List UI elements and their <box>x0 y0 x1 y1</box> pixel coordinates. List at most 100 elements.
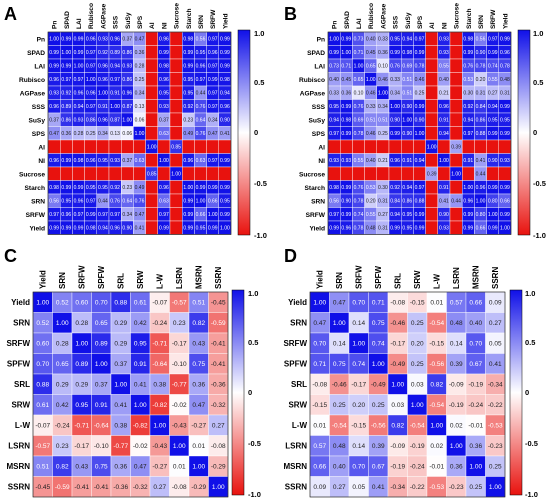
heatmap-d-value-label: 0.39 <box>450 361 463 368</box>
heatmap-a-cell <box>194 139 207 154</box>
heatmap-d-value-label: 0.74 <box>372 341 385 348</box>
heatmap-b-value-label: 0.69 <box>354 118 364 124</box>
heatmap-a-value-label: 0.28 <box>74 131 84 137</box>
heatmap-a-value-label: 0.96 <box>220 104 230 110</box>
heatmap-d-col-label: SRW <box>413 270 422 289</box>
heatmap-a-cell <box>169 193 183 208</box>
heatmap-a-value-label: 0.47 <box>208 131 218 137</box>
heatmap-a-value-label: 0.95 <box>183 91 193 97</box>
heatmap-b-value-label: 0.56 <box>476 37 486 43</box>
heatmap-a-cell <box>84 139 97 154</box>
heatmap-a-value-label: 0.36 <box>61 131 71 137</box>
heatmap-d-col-label: Yield <box>315 270 324 289</box>
heatmap-c-value-label: 0.37 <box>114 361 127 368</box>
heatmap-a-cell <box>145 72 159 87</box>
heatmap-b-row-label: SRFW <box>306 212 326 219</box>
heatmap-d-value-label: 0.71 <box>313 361 326 368</box>
heatmap-a-value-label: 0.99 <box>183 226 193 232</box>
heatmap-b-cell <box>437 166 451 181</box>
heatmap-a-cell <box>96 139 110 154</box>
heatmap-b-value-label: 0.97 <box>415 37 425 43</box>
heatmap-d-value-label: -0.54 <box>332 423 347 430</box>
heatmap-b-cell <box>449 153 463 168</box>
heatmap-d-row-label: SPFW <box>284 359 308 368</box>
heatmap-b-value-label: 0.94 <box>415 158 425 164</box>
heatmap-c-value-label: -0.36 <box>113 484 128 491</box>
heatmap-c-value-label: -0.82 <box>152 402 167 409</box>
heatmap-d-value-label: 0.05 <box>352 484 365 491</box>
heatmap-a-cell <box>169 45 183 60</box>
heatmap-a-value-label: 0.97 <box>74 212 84 218</box>
heatmap-d-value-label: 1.00 <box>430 423 443 430</box>
heatmap-c-value-label: 1.00 <box>153 423 166 430</box>
heatmap-b-value-label: 0.45 <box>341 77 351 83</box>
heatmap-a-value-label: 0.99 <box>183 199 193 205</box>
heatmap-a-row-label: Sucrose <box>19 171 45 178</box>
heatmap-a-value-label: 0.87 <box>110 118 120 124</box>
heatmap-d-value-label: -0.17 <box>390 341 405 348</box>
heatmap-c-value-label: 0.27 <box>212 423 225 430</box>
heatmap-b-value-label: 0.99 <box>390 226 400 232</box>
heatmap-b-value-label: 0.55 <box>488 77 498 83</box>
heatmap-b-col-label: AI <box>429 22 436 29</box>
heatmap-panel-d: 1.00 0.47 0.70 0.71 -0.08 -0.15 0.01 0.57 0.66 0.… <box>283 265 506 498</box>
heatmap-b-value-label: 0.25 <box>378 131 388 137</box>
heatmap-panel-b: 1.00 0.99 0.73 0.40 0.33 0.95 0.94 0.97 0.93 0.98… <box>299 3 512 235</box>
heatmap-a-value-label: 0.23 <box>122 185 132 191</box>
heatmap-b-row-label: Sucrose <box>299 171 325 178</box>
heatmap-a-value-label: 0.99 <box>159 226 169 232</box>
heatmap-a-value-label: 0.64 <box>122 199 132 205</box>
heatmap-d-value-label: -0.54 <box>429 402 444 409</box>
heatmap-b-col-label: SRFW <box>490 9 497 29</box>
heatmap-b-value-label: 0.93 <box>329 158 339 164</box>
heatmap-a-value-label: 0.96 <box>196 64 206 70</box>
heatmap-b-col-label: Pn <box>332 21 339 29</box>
heatmap-b-value-label: 0.84 <box>390 199 400 205</box>
heatmap-b-row-label: Rubisco <box>299 77 325 84</box>
heatmap-d-value-label: -0.15 <box>410 300 425 307</box>
heatmap-a-value-label: 0.99 <box>183 64 193 70</box>
heatmap-b-value-label: 0.76 <box>354 104 364 110</box>
heatmap-b-value-label: 0.99 <box>341 212 351 218</box>
heatmap-c-value-label: 0.75 <box>192 361 205 368</box>
heatmap-a-value-label: 0.99 <box>74 226 84 232</box>
heatmap-b-cell <box>425 85 439 100</box>
heatmap-a-value-label: 0.76 <box>196 131 206 137</box>
heatmap-d-value-label: 0.20 <box>411 341 424 348</box>
heatmap-b-value-label: 0.55 <box>439 64 449 70</box>
heatmap-b-value-label: 0.99 <box>415 104 425 110</box>
heatmap-d-value-label: 0.01 <box>430 300 443 307</box>
heatmap-a-value-label: 0.13 <box>110 131 120 137</box>
heatmap-c-value-label: 0.29 <box>75 382 88 389</box>
heatmap-c-value-label: -0.59 <box>211 320 226 327</box>
heatmap-b-frame <box>327 31 512 235</box>
heatmap-c-value-label: 0.42 <box>56 402 69 409</box>
heatmap-a-value-label: 0.97 <box>196 77 206 83</box>
heatmap-b-value-label: 0.76 <box>463 64 473 70</box>
colorbar-d-tick-4: -0.5 <box>525 439 538 448</box>
heatmap-b-value-label: 0.41 <box>476 158 486 164</box>
heatmap-d-value-label: -0.19 <box>410 443 425 450</box>
heatmap-a-col-label: Yield <box>222 13 229 29</box>
heatmap-a-cell <box>72 139 85 154</box>
heatmap-d-value-label: -0.15 <box>312 402 327 409</box>
heatmap-a-row-label: LAI <box>34 63 45 70</box>
heatmap-a-value-label: 0.96 <box>98 118 108 124</box>
heatmap-a-value-label: 0.97 <box>86 50 96 56</box>
heatmap-c-value-label: -0.17 <box>74 443 89 450</box>
heatmap-d-row-label: SRN <box>290 318 307 327</box>
heatmap-a-cell <box>169 58 183 73</box>
panel-label-b: B <box>284 4 297 24</box>
heatmap-b-cell <box>401 166 414 181</box>
heatmap-b-value-label: 0.98 <box>463 37 473 43</box>
heatmap-a-cell <box>145 45 159 60</box>
heatmap-b-value-label: 0.10 <box>354 91 364 97</box>
heatmap-b-cell <box>425 31 439 46</box>
heatmap-c-value-label: 0.88 <box>36 382 49 389</box>
heatmap-b-value-label: 0.95 <box>488 118 498 124</box>
heatmap-a-col-label: AI <box>149 22 156 29</box>
heatmap-d-value-label: -0.24 <box>410 464 425 471</box>
heatmap-a-value-label: 0.13 <box>135 104 145 110</box>
heatmap-b-value-label: 0.33 <box>378 37 388 43</box>
heatmap-a-value-label: 0.97 <box>86 64 96 70</box>
